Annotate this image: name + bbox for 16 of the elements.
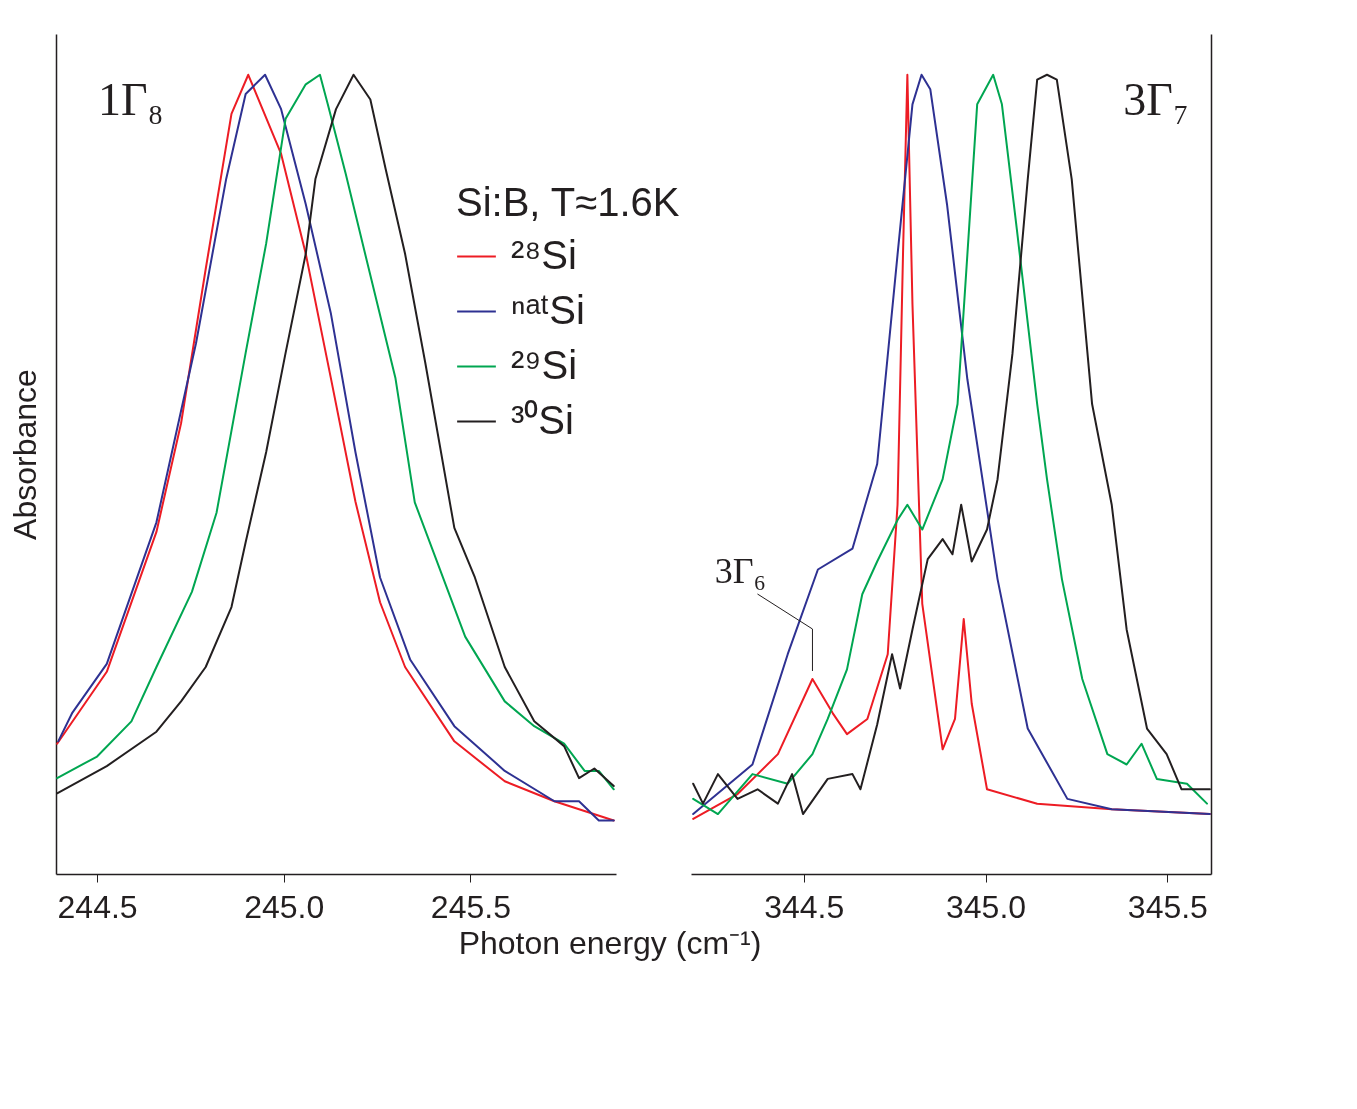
- legend-label: ²⁸Si: [511, 232, 577, 277]
- x-tick-label: 345.5: [1127, 888, 1208, 925]
- legend-title: Si:B, T≈1.6K: [456, 180, 680, 224]
- y-axis-title: Absorbance: [6, 369, 43, 540]
- x-tick-label: 344.5: [764, 888, 845, 925]
- legend-label: ⁿᵃᵗSi: [511, 287, 585, 332]
- annotation: 3Γ₆: [714, 550, 767, 591]
- annotation: 1Γ₈: [98, 74, 164, 125]
- x-tick-label: 245.5: [430, 888, 511, 925]
- legend-label: ²⁹Si: [511, 342, 578, 387]
- annotation: 3Γ₇: [1123, 74, 1189, 125]
- x-tick-label: 244.5: [57, 888, 138, 925]
- x-tick-label: 345.0: [946, 888, 1027, 925]
- legend-label: ³⁰Si: [511, 397, 574, 442]
- x-axis-title: Photon energy (cm⁻¹): [458, 925, 762, 961]
- x-tick-label: 245.0: [244, 888, 325, 925]
